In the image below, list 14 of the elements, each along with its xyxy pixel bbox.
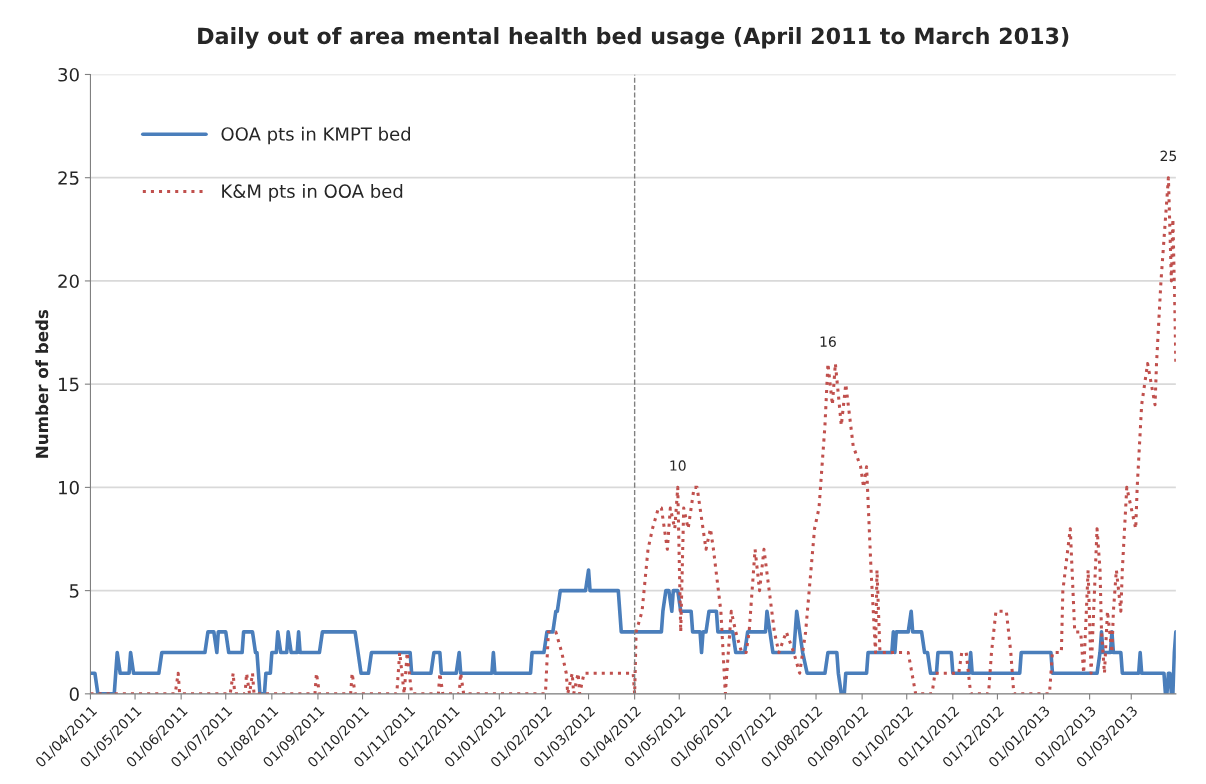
y-tick-label: 25 (58, 171, 79, 185)
chart-title: Daily out of area mental health bed usage (April 2011 to March 2013) (198, 27, 1069, 49)
y-tick-label: 10 (59, 480, 79, 495)
y-tick-label: 5 (69, 584, 79, 598)
legend-label: OOA pts in KMPT bed (221, 126, 410, 145)
y-axis-title: Number of beds (35, 309, 49, 458)
y-tick-label: 15 (59, 377, 79, 392)
y-tick-label: 20 (58, 274, 79, 289)
annotation: 25 (1160, 150, 1177, 162)
annotation: 16 (820, 336, 836, 347)
y-tick-label: 30 (58, 67, 79, 82)
y-tick-label: 0 (69, 687, 79, 701)
legend-label: K&M pts in OOA bed (222, 184, 403, 202)
annotation: 10 (670, 460, 686, 471)
